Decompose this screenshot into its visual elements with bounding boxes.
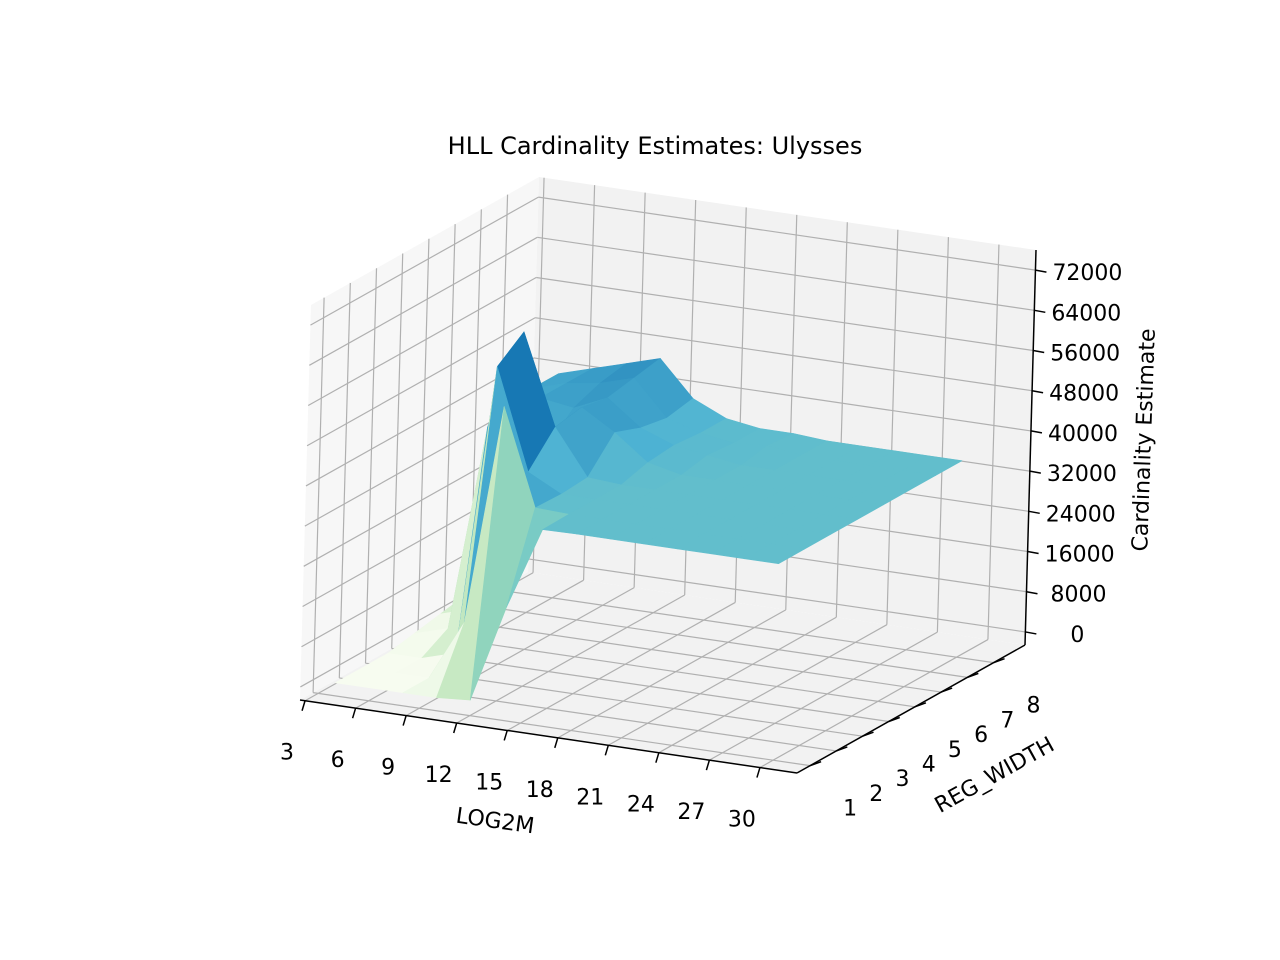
z-tick-label: 16000 [1045,543,1115,568]
grid-line [391,253,404,649]
y-tick-label: 8 [1027,694,1041,719]
z-tick-label: 24000 [1046,502,1116,527]
z-tick-label: 56000 [1050,342,1120,367]
x-tick-label: 15 [475,770,503,795]
x-tick [655,752,660,763]
grid-line [534,317,1033,392]
grid-line [444,618,942,693]
grid-line [443,224,456,620]
z-tick-label: 48000 [1049,382,1119,407]
y-tick-label: 6 [974,723,988,748]
z-tick [1031,389,1044,394]
grid-line [312,297,325,693]
y-tick [914,702,927,708]
z-tick [1027,550,1039,555]
z-tick [1029,470,1041,474]
z-tick [1033,349,1045,354]
grid-line [608,616,837,746]
y-tick [993,657,1005,664]
x-tick [705,759,711,771]
x-tick [554,737,559,749]
x-tick-label: 3 [280,741,294,766]
grid-line [538,196,1036,271]
grid-line [835,222,848,618]
z-tick [1025,631,1037,635]
surface-patch [744,543,806,565]
grid-line [313,692,811,767]
z-tick [1035,269,1047,273]
x-tick-label: 24 [627,793,655,818]
y-tick [809,760,822,767]
z-tick-label: 0 [1070,623,1084,648]
z-tick [1030,430,1043,434]
x-tick-label: 21 [576,785,604,810]
x-tick-label: 6 [331,748,345,773]
grid-line [987,244,1000,640]
grid-line [456,594,685,724]
x-tick-label: 27 [677,800,705,825]
x-tick-label: 30 [728,808,756,833]
z-tick-label: 64000 [1051,301,1121,326]
y-tick [836,746,848,752]
z-tick [1026,590,1038,595]
x-tick-label: 18 [526,778,554,803]
y-tick-label: 5 [948,738,962,763]
grid-line [557,609,787,739]
grid-line [886,229,899,625]
x-tick [351,707,357,719]
grid-line [936,237,949,633]
x-tick-label: 9 [381,756,395,781]
z-tick-label: 72000 [1052,261,1122,286]
x-tick-label: 12 [425,763,453,788]
grid-line [338,282,351,678]
y-tick [940,687,953,693]
surface [335,331,963,701]
x-axis-line [299,699,798,774]
grid-line [496,589,994,664]
x-tick [301,700,306,711]
x-tick [756,767,761,778]
grid-line [307,276,537,407]
grid-line [306,317,536,447]
x-tick [452,722,458,734]
z-axis-line [1024,249,1037,646]
y-tick-label: 4 [922,753,936,778]
grid-line [417,633,916,708]
z-tick-label: 8000 [1050,583,1106,608]
grid-line [536,276,1034,352]
y-tick [888,716,900,723]
grid-line [310,196,539,326]
grid-line [537,236,1035,311]
grid-line [364,268,378,664]
grid-line [506,601,736,731]
y-tick [862,731,874,737]
x-tick [503,730,508,741]
grid-line [309,236,538,366]
x-tick [402,715,407,726]
y-axis-line [796,644,1026,774]
grid-line [528,558,1026,633]
grid-line [417,238,430,634]
z-tick [1034,309,1046,314]
y-tick-label: 7 [1000,708,1014,733]
y-tick-label: 2 [869,782,883,807]
chart-title: HLL Cardinality Estimates: Ulysses [448,132,863,160]
grid-line [709,631,938,761]
grid-line [759,639,989,769]
y-tick [967,672,979,679]
y-tick-label: 1 [843,797,857,822]
y-tick-label: 3 [896,767,910,792]
z-tick-label: 40000 [1048,422,1118,447]
grid-line [658,624,888,754]
grid-line [470,603,968,678]
z-tick [1028,510,1040,515]
z-tick-label: 32000 [1047,462,1117,487]
x-tick [604,745,610,756]
